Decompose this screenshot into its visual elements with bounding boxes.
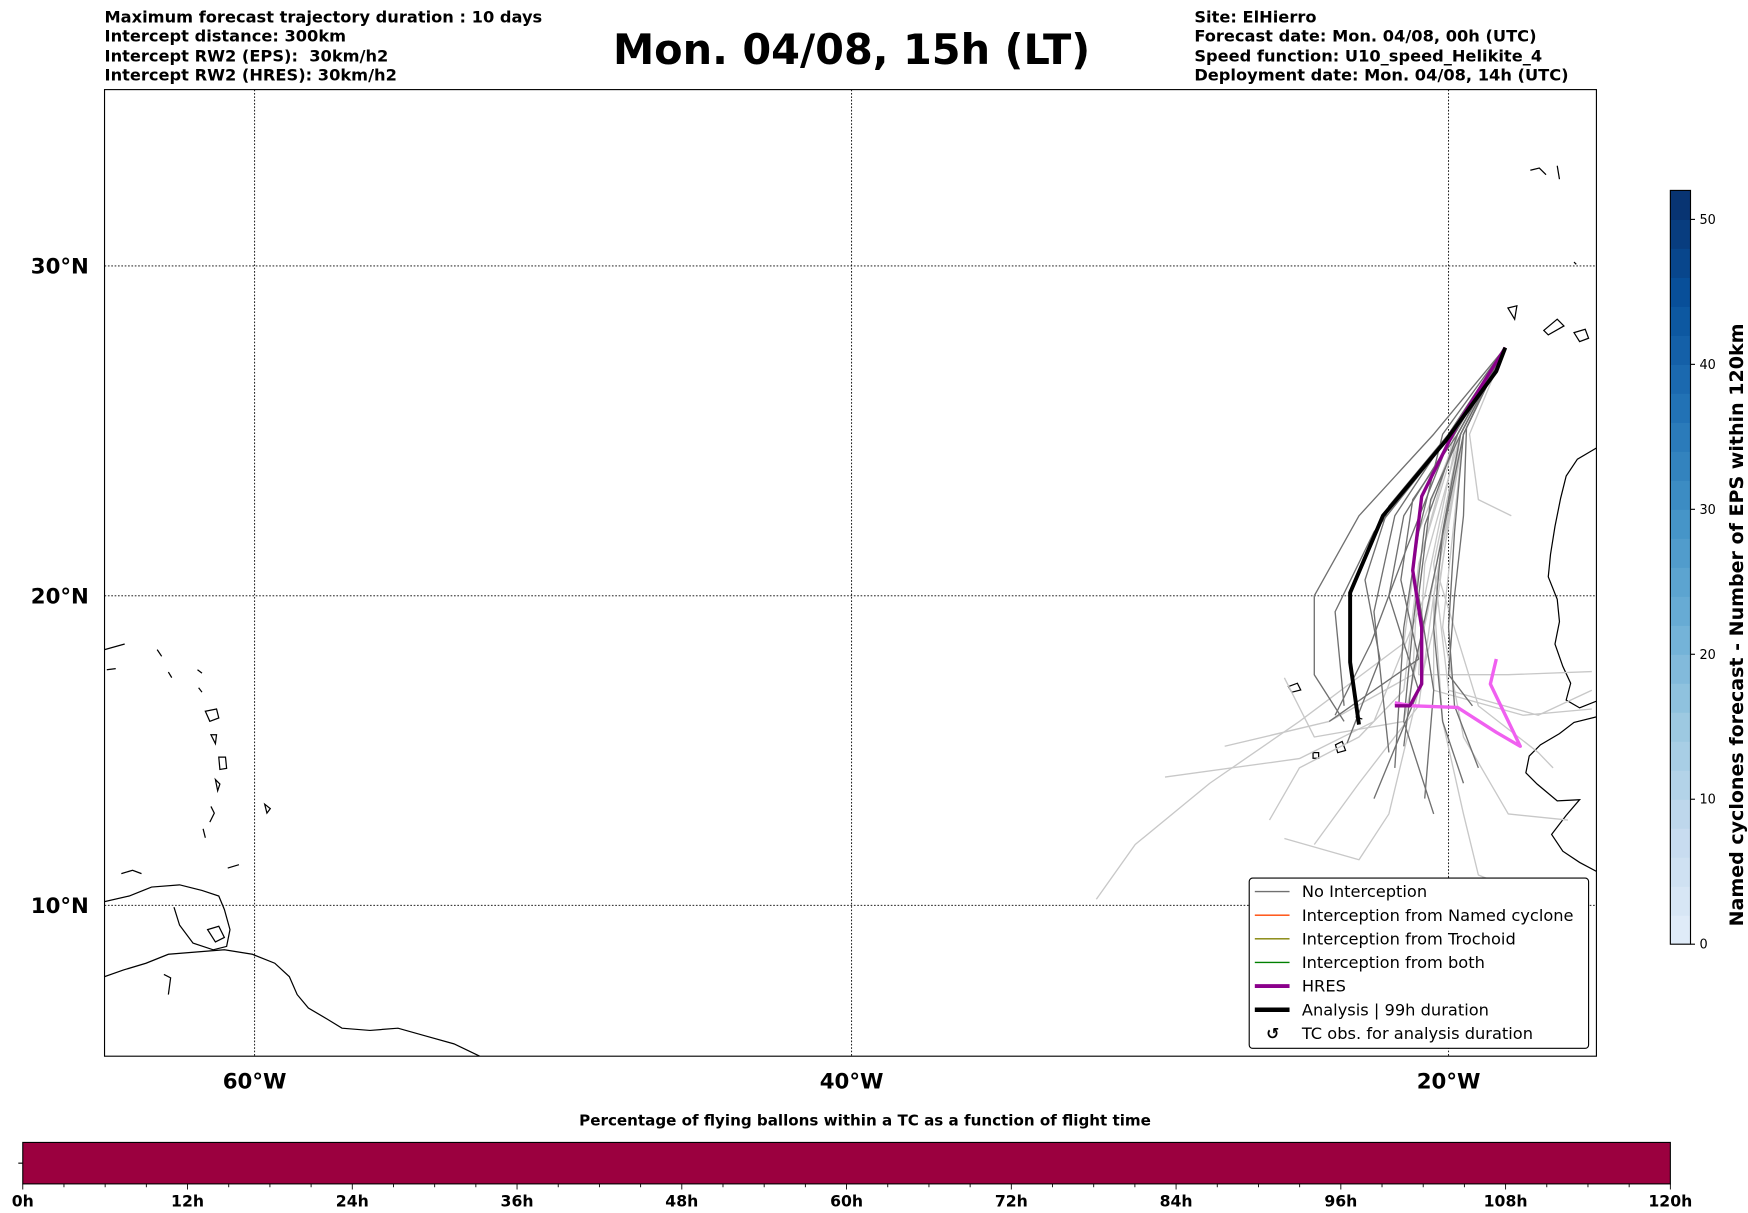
header-left: Maximum forecast trajectory duration : 1… (105, 7, 543, 84)
axis-labels: 60°W 40°W 20°W 10°N 20°N 30°N (31, 255, 1481, 1095)
ensemble-trajectory (1403, 347, 1506, 747)
bar-x-tick-label: 120h (1648, 1191, 1692, 1210)
bar-x-tick-label: 24h (336, 1191, 369, 1210)
bar-x-tick-label: 60h (830, 1191, 863, 1210)
trajectories (1095, 346, 1593, 900)
colorbar-band (1670, 770, 1691, 800)
header-intercept-distance: Intercept distance: 300km (105, 26, 347, 45)
colorbar-band (1670, 306, 1691, 336)
colorbar-tick-label: 50 (1699, 213, 1715, 228)
colorbar-band (1670, 915, 1691, 945)
colorbar-band (1670, 857, 1691, 887)
header-deployment-date: Deployment date: Mon. 04/08, 14h (UTC) (1194, 66, 1568, 85)
colorbar-band (1670, 567, 1691, 597)
colorbar-band (1670, 480, 1691, 510)
legend: No Interception Interception from Named c… (1248, 877, 1590, 1049)
colorbar-band (1670, 828, 1691, 858)
colorbar-band (1670, 596, 1691, 626)
y-tick-label: 30°N (31, 255, 89, 280)
bar-x-tick-label: 84h (1160, 1191, 1193, 1210)
coastline-south-america (104, 949, 481, 1057)
coastline-venezuela (104, 884, 231, 951)
ensemble-trajectory (1328, 347, 1506, 722)
ensemble-trajectory (1313, 347, 1506, 722)
colorbar-band (1670, 190, 1691, 220)
legend-label: HRES (1302, 977, 1346, 996)
colorbar-band (1670, 422, 1691, 452)
y-tick-label: 20°N (31, 585, 89, 610)
bar-x-tick-label: 36h (501, 1191, 534, 1210)
colorbar-band (1670, 393, 1691, 423)
x-tick-label: 20°W (1417, 1070, 1481, 1095)
y-tick-label: 10°N (31, 894, 89, 919)
header-right: Site: ElHierro Forecast date: Mon. 04/08… (1194, 7, 1568, 84)
bar-x-tick-label: 48h (665, 1191, 698, 1210)
ensemble-trajectory (1418, 347, 1506, 799)
legend-label: Interception from both (1302, 953, 1485, 972)
bottom-bar-title: Percentage of flying ballons within a TC… (579, 1112, 1151, 1130)
map-frame (103, 89, 1597, 1057)
header-speed-function: Speed function: U10_speed_Helikite_4 (1194, 47, 1542, 66)
colorbar-band (1670, 509, 1691, 539)
colorbar-band (1670, 219, 1691, 249)
coastlines (104, 165, 1597, 1057)
legend-label: Interception from Trochoid (1302, 929, 1516, 948)
colorbar-band (1670, 335, 1691, 365)
x-tick-label: 40°W (820, 1070, 884, 1095)
hres-trajectory (1394, 346, 1507, 708)
colorbar-band (1670, 364, 1691, 394)
header-intercept-eps: Intercept RW2 (EPS): 30km/h2 (105, 47, 389, 66)
colorbar-band (1670, 625, 1691, 655)
colorbar-band (1670, 712, 1691, 742)
colorbar-tick-label: 0 (1699, 938, 1707, 953)
colorbar: 0 10 20 30 40 50 (1669, 189, 1716, 953)
header-duration: Maximum forecast trajectory duration : 1… (105, 7, 543, 26)
hres-trajectory-alt (1394, 658, 1522, 748)
island-trinidad (206, 925, 226, 943)
ensemble-trajectory (1346, 347, 1506, 744)
legend-frame (1248, 877, 1590, 1049)
colorbar-band (1670, 683, 1691, 713)
tc-obs-icon: ↺ (1266, 1024, 1279, 1043)
flight-time-bar-fill (22, 1141, 1671, 1185)
colorbar-frame (1669, 189, 1692, 945)
colorbar-band (1670, 248, 1691, 278)
legend-label: No Interception (1302, 882, 1427, 901)
islands-canary (1506, 165, 1590, 343)
x-tick-label: 60°W (223, 1070, 287, 1095)
coastline-africa (1547, 447, 1597, 709)
figure-title: Mon. 04/08, 15h (LT) (613, 26, 1090, 74)
bar-x-tick-label: 12h (171, 1191, 204, 1210)
map-panel: 60°W 40°W 20°W 10°N 20°N 30°N No Interception… (31, 89, 1597, 1095)
ensemble-trajectory-light (1468, 347, 1512, 517)
colorbar-label: Named cyclones forecast - Number of EPS … (1726, 324, 1748, 927)
colorbar-tick-label: 30 (1699, 503, 1715, 518)
colorbar-tick-label: 40 (1699, 358, 1715, 373)
colorbar-band (1670, 799, 1691, 829)
islands-antilles (104, 643, 272, 995)
coastline-west-africa (1525, 716, 1597, 872)
flight-time-bar: 0h 12h 24h 36h 48h 60h 72h 84h 96h 108h 120h (12, 1141, 1692, 1210)
colorbar-tick-label: 10 (1699, 793, 1715, 808)
legend-label: TC obs. for analysis duration (1301, 1024, 1533, 1043)
bar-x-tick-label: 96h (1324, 1191, 1357, 1210)
header-intercept-hres: Intercept RW2 (HRES): 30km/h2 (105, 66, 397, 85)
colorbar-band (1670, 451, 1691, 481)
legend-label: Interception from Named cyclone (1302, 906, 1574, 925)
header-site: Site: ElHierro (1194, 7, 1316, 26)
bar-x-tick-label: 0h (12, 1191, 34, 1210)
legend-label: Analysis | 99h duration (1302, 1000, 1489, 1019)
bar-x-tick-label: 108h (1484, 1191, 1528, 1210)
colorbar-tick-label: 20 (1699, 648, 1715, 663)
analysis-trajectory (1348, 346, 1508, 725)
colorbar-band (1670, 277, 1691, 307)
colorbar-band (1670, 741, 1691, 771)
colorbar-band (1670, 654, 1691, 684)
bar-x-tick-label: 72h (995, 1191, 1028, 1210)
colorbar-band (1670, 538, 1691, 568)
header-forecast-date: Forecast date: Mon. 04/08, 00h (UTC) (1194, 26, 1536, 45)
colorbar-band (1670, 886, 1691, 916)
